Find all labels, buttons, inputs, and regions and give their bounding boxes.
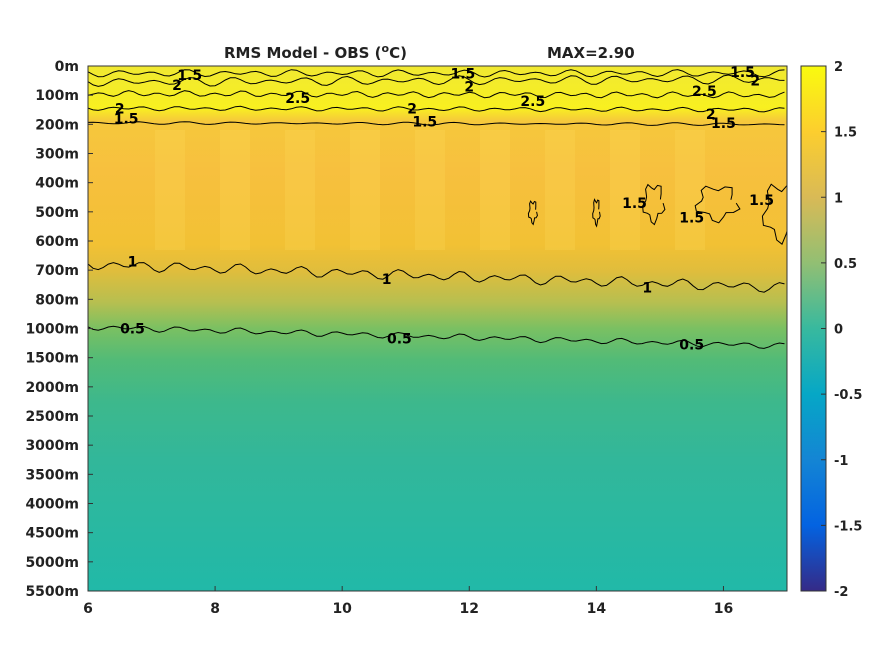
y-tick-label: 100m: [35, 88, 79, 104]
contour-label: 1.5: [622, 196, 647, 212]
contour-label: 2.5: [520, 94, 545, 110]
contour-label: 1.5: [114, 112, 139, 128]
contour-label: 1.5: [711, 116, 736, 132]
contour-label: 1: [128, 254, 138, 270]
y-tick-label: 800m: [35, 292, 79, 308]
contour-1.5-top: [88, 69, 785, 78]
x-tick-label: 6: [83, 601, 93, 617]
contour-1: [88, 262, 785, 293]
contour-label: 1.5: [412, 114, 437, 130]
colorbar-ticks: 2 1.5 1 0.5 0 -0.5 -1 -1.5 -2: [821, 60, 862, 600]
y-tick-label: 2000m: [25, 380, 79, 396]
contour-label: 1.5: [749, 193, 774, 209]
colorbar-tick-label: 1.5: [834, 126, 857, 141]
y-tick-label: 600m: [35, 234, 79, 250]
contour-label: 2.5: [285, 91, 310, 107]
colorbar-tick-label: -1: [834, 454, 848, 469]
colorbar-tick-label: -0.5: [834, 388, 862, 403]
contour-label: 2: [706, 107, 716, 123]
contour-label: 2: [750, 74, 760, 90]
contour-label: 1.5: [679, 211, 704, 227]
contour-1.5-island: [761, 183, 787, 246]
contour-1.5-island: [694, 185, 741, 224]
y-tick-label: 700m: [35, 263, 79, 279]
contour-label: 0.5: [387, 332, 412, 348]
contour-label: 2.5: [692, 84, 717, 100]
contour-1.5-island: [642, 183, 666, 226]
x-tick-label: 16: [714, 601, 733, 617]
y-tick-label: 500m: [35, 205, 79, 221]
y-tick-label: 4000m: [25, 497, 79, 513]
y-tick-label: 0m: [55, 59, 79, 75]
colorbar-tick-label: 1: [834, 191, 843, 206]
y-tick-label: 4500m: [25, 526, 79, 542]
y-tick-label: 3500m: [25, 467, 79, 483]
y-tick-label: 5500m: [25, 584, 79, 600]
y-tick-label: 200m: [35, 117, 79, 133]
contour-label: 1: [642, 281, 652, 297]
contour-1.5-island: [592, 198, 601, 228]
contour-2-top: [88, 74, 785, 87]
y-tick-label: 1000m: [25, 322, 79, 338]
contour-label: 0.5: [679, 338, 704, 354]
y-tick-label: 400m: [35, 176, 79, 192]
colorbar-tick-label: 0: [834, 323, 843, 338]
contour-2-bottom: [88, 105, 785, 113]
colorbar: 2 1.5 1 0.5 0 -0.5 -1 -1.5 -2: [800, 60, 862, 600]
x-axis: 6 8 10 12 14 16: [83, 586, 733, 617]
colorbar-tick-label: -2: [834, 585, 848, 600]
y-tick-label: 2500m: [25, 409, 79, 425]
contour-1.5-island: [527, 200, 538, 226]
colorbar-tick-label: -1.5: [834, 519, 862, 534]
contour-lines: [88, 69, 787, 349]
contour-label: 1.5: [730, 65, 755, 81]
column-pattern: [155, 130, 705, 250]
contour-label: 0.5: [120, 322, 145, 338]
contour-label: 2: [172, 78, 182, 94]
contour-label: 2: [407, 101, 417, 117]
y-tick-label: 1500m: [25, 351, 79, 367]
colorbar-tick-label: 0.5: [834, 257, 857, 272]
x-tick-label: 10: [332, 601, 352, 617]
heatmap-field: [88, 66, 787, 591]
contour-2.5: [88, 90, 785, 99]
colorbar-tick-label: 2: [834, 60, 843, 75]
y-axis: 0m 100m 200m 300m 400m 500m 600m 700m 800m 1000m 1…: [25, 59, 93, 600]
x-tick-label: 12: [460, 601, 479, 617]
contour-label: 1.5: [451, 66, 476, 82]
contour-label: 2: [115, 101, 125, 117]
y-tick-label: 5000m: [25, 555, 79, 571]
contour-1.5-bottom: [88, 121, 785, 126]
y-tick-label: 300m: [35, 147, 79, 163]
x-tick-label: 14: [587, 601, 607, 617]
y-tick-label: 3000m: [25, 438, 79, 454]
max-label: MAX=2.90: [547, 44, 635, 62]
contour-0.5: [88, 325, 785, 349]
chart-title: RMS Model - OBS (oC): [224, 42, 407, 62]
contour-label: 1.5: [177, 68, 202, 84]
contour-label: 1: [382, 272, 392, 288]
contour-label: 2: [464, 79, 474, 95]
x-tick-label: 8: [210, 601, 220, 617]
